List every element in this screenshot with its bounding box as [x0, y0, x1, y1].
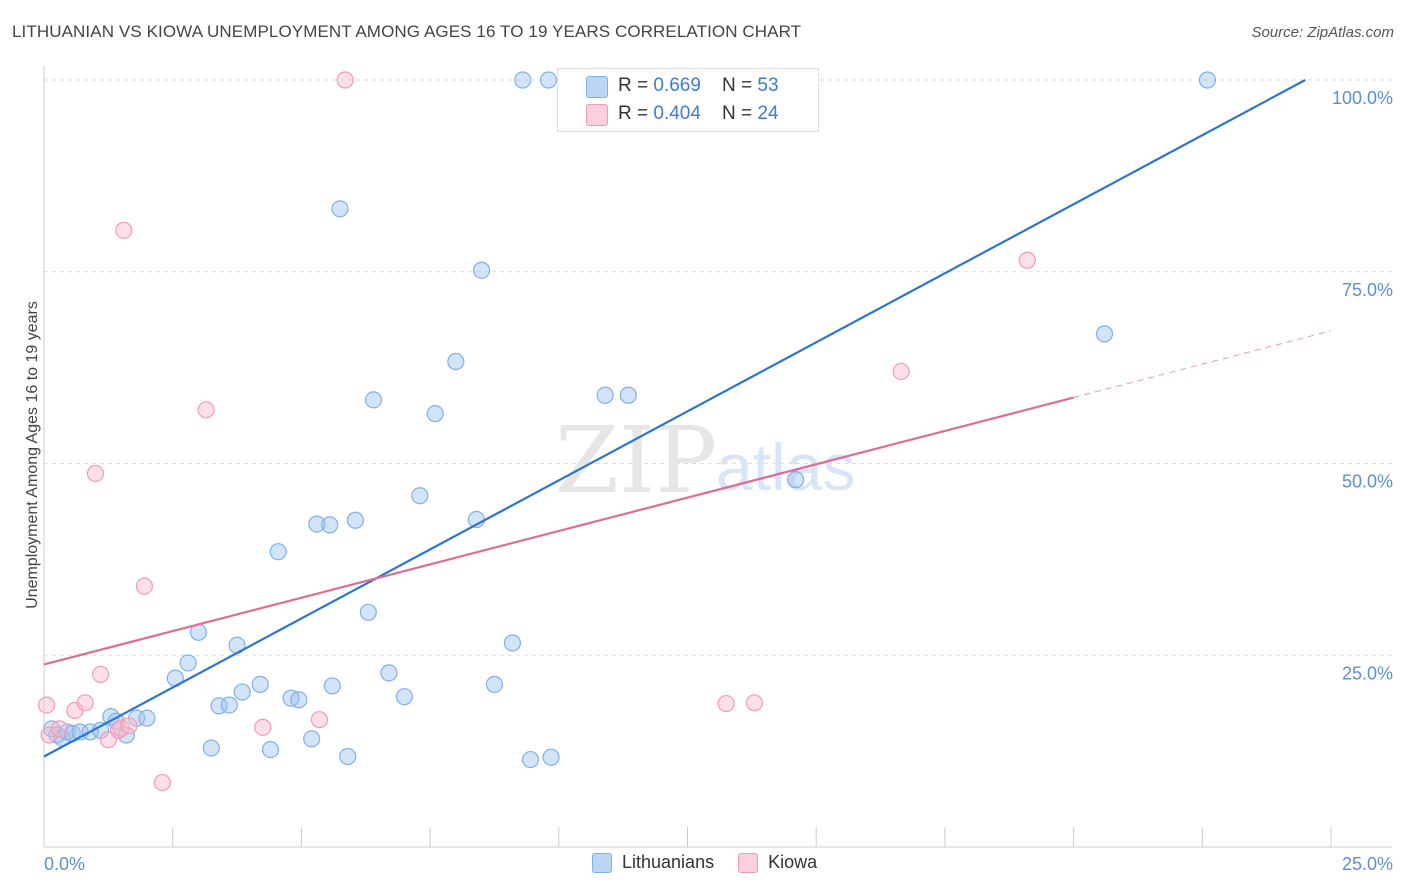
kiowa-point	[40, 726, 58, 744]
lithuanian-point	[619, 386, 637, 404]
y-tick-label: 100.0%	[1332, 88, 1393, 108]
chart-title: LITHUANIAN VS KIOWA UNEMPLOYMENT AMONG A…	[12, 22, 802, 41]
kiowa-point	[717, 694, 735, 713]
lithuanian-point	[323, 677, 341, 695]
kiowa-point	[254, 718, 272, 736]
n-value: 24	[757, 103, 779, 124]
legend-swatch-kiowa	[738, 852, 759, 873]
kiowa-point	[745, 694, 764, 712]
lithuanian-point	[179, 654, 197, 672]
lithuanian-point	[1095, 325, 1114, 343]
legend-swatch-lithuanians	[586, 76, 608, 98]
legend-item-kiowa[interactable]: Kiowa	[738, 852, 817, 873]
r-value: 0.669	[653, 75, 701, 96]
lithuanian-point	[514, 71, 532, 89]
lithuanian-point	[411, 487, 429, 505]
legend-label-lithuanians: Lithuanians	[622, 852, 715, 872]
lithuanian-point	[359, 603, 377, 621]
kiowa-point	[1018, 251, 1036, 269]
lithuanian-point	[138, 709, 156, 727]
kiowa-point	[76, 694, 94, 712]
lithuanian-point	[321, 516, 339, 534]
lithuanian-point	[251, 675, 269, 693]
r-value: 0.404	[653, 103, 701, 124]
kiowa-point	[197, 401, 215, 419]
lithuanian-point	[503, 634, 522, 652]
gridlines	[44, 79, 1392, 656]
kiowa-point	[892, 362, 910, 381]
lithuanian-point	[331, 200, 349, 218]
lithuanian-point	[220, 696, 238, 714]
watermark-atlas: atlas	[716, 430, 855, 504]
series-legend: Lithuanians Kiowa	[592, 852, 817, 873]
lithuanian-point	[346, 511, 365, 529]
kiowa-point	[50, 720, 69, 738]
lithuanian-point	[261, 740, 280, 759]
kiowa-point	[110, 721, 128, 740]
kiowa-point	[92, 665, 110, 684]
lithuanian-point	[485, 675, 504, 693]
lithuanian-point	[269, 543, 287, 561]
source-label: Source: ZipAtlas.com	[1251, 24, 1394, 41]
legend-item-lithuanians[interactable]: Lithuanians	[592, 852, 714, 873]
lithuanian-point	[308, 515, 326, 533]
kiowa-point	[86, 464, 105, 483]
n-label: N =	[722, 75, 758, 96]
kiowa-point	[37, 696, 56, 714]
y-tick-label: 25.0%	[1342, 663, 1393, 683]
kiowa-point	[135, 577, 153, 595]
lithuanian-point	[364, 391, 383, 409]
lithuanian-point	[1198, 71, 1217, 89]
kiowa-trend-line	[43, 396, 1074, 666]
legend-swatch-kiowa	[586, 104, 608, 126]
lithuanian-point	[426, 405, 444, 423]
kiowa-point	[120, 717, 138, 735]
lithuanian-point	[539, 71, 558, 89]
n-label: N =	[722, 103, 758, 124]
x-tick-label: 25.0%	[1342, 854, 1393, 874]
kiowa-point	[153, 773, 172, 792]
lithuanian-point	[447, 352, 465, 371]
y-tick-label: 75.0%	[1342, 280, 1393, 300]
lithuanian-point	[290, 691, 308, 709]
kiowa-point	[336, 71, 354, 89]
lithuanian-point	[472, 261, 491, 279]
legend-label-kiowa: Kiowa	[768, 852, 818, 872]
kiowa-point	[310, 711, 329, 729]
lithuanian-point	[542, 748, 560, 766]
legend-swatch-lithuanians	[592, 852, 612, 873]
lithuanian-point	[202, 739, 220, 757]
kiowa-trend-line-extension	[1073, 330, 1332, 399]
legend-stats-lithuanians: R = 0.669 N = 53	[618, 75, 779, 97]
r-label: R =	[618, 75, 654, 96]
legend-stats-kiowa: R = 0.404 N = 24	[618, 103, 779, 125]
lithuanian-trend-line	[43, 79, 1306, 758]
tick-labels: 25.0% 50.0% 75.0% 100.0% 0.0% 25.0%	[44, 88, 1393, 874]
n-value: 53	[757, 75, 779, 96]
axes	[43, 66, 1392, 848]
lithuanian-point	[596, 386, 614, 404]
kiowa-point	[115, 221, 133, 239]
data-points	[37, 71, 1217, 792]
x-tick-label: 0.0%	[44, 854, 85, 874]
lithuanian-point	[787, 471, 805, 489]
y-tick-label: 50.0%	[1342, 472, 1393, 492]
watermark: ZIP atlas	[555, 407, 855, 514]
watermark-zip: ZIP	[555, 407, 717, 514]
lithuanian-point	[380, 664, 398, 682]
correlation-legend: R = 0.669 N = 53 R = 0.404 N = 24	[557, 68, 819, 132]
lithuanian-point	[339, 747, 357, 766]
lithuanian-point	[395, 688, 413, 706]
lithuanian-point	[233, 683, 251, 701]
lithuanian-point	[303, 730, 321, 748]
r-label: R =	[618, 103, 654, 124]
lithuanian-point	[521, 750, 540, 769]
trend-lines	[43, 79, 1332, 758]
